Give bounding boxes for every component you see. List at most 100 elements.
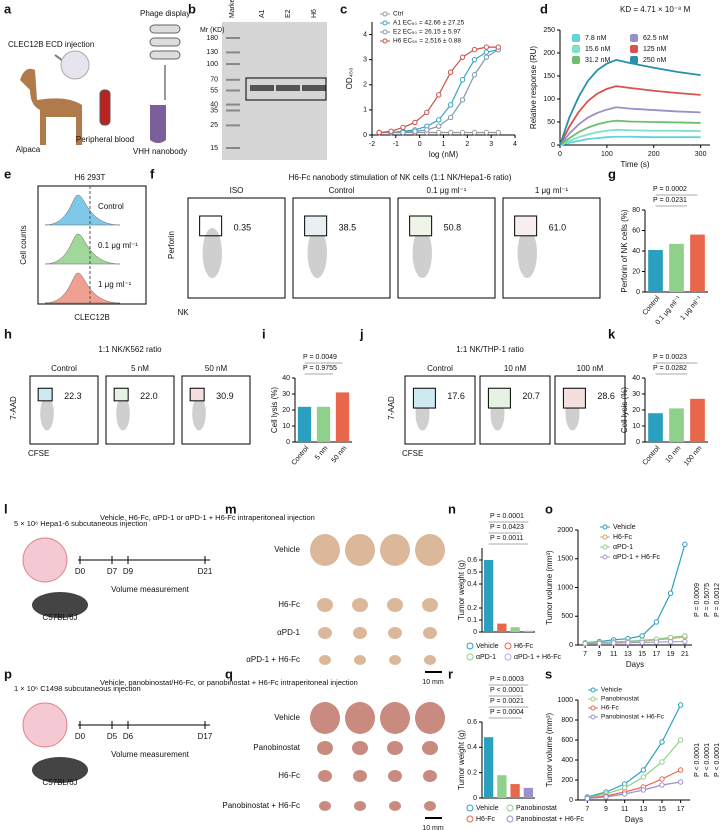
- y-axis-label: Tumor weight (g): [457, 730, 466, 791]
- legend-marker: [590, 705, 596, 711]
- x-tick-label: 11: [610, 651, 617, 658]
- x-tick-label: 17: [652, 651, 660, 658]
- condition-label: 0.1 μg ml⁻¹: [427, 186, 467, 195]
- lane-label: E2: [285, 9, 292, 18]
- p-value: P = 0.0009: [694, 583, 701, 617]
- x-tick-label: 1: [442, 141, 446, 148]
- x-tick-label: Control: [642, 445, 662, 467]
- panel-letter: b: [188, 1, 196, 16]
- p-value: P = 0.0012: [714, 583, 720, 617]
- marker-label: 40: [210, 101, 218, 108]
- data-point: [447, 102, 454, 108]
- panel-letter: p: [4, 666, 12, 681]
- data-point: [495, 129, 502, 136]
- tumor: [318, 627, 332, 639]
- legend-label: 62.5 nM: [643, 35, 668, 42]
- legend-label: 250 nM: [643, 57, 667, 64]
- tumor: [354, 655, 366, 665]
- band: [250, 85, 274, 91]
- legend-swatch: [572, 56, 580, 64]
- gate-value: 20.7: [522, 391, 540, 401]
- y-tick-label: 0: [551, 142, 555, 149]
- label: Volume measurement: [111, 750, 190, 759]
- label: Vehicle, panobinostat/H6-Fc, or panobino…: [100, 678, 358, 687]
- x-tick-label: 19: [667, 651, 675, 658]
- data-point: [582, 640, 588, 647]
- p-value: P < 0.0001: [694, 743, 701, 777]
- panel-letter: l: [4, 501, 8, 516]
- bar: [497, 775, 507, 798]
- day-label: D7: [107, 567, 118, 576]
- tumor: [319, 801, 331, 811]
- tumor: [353, 627, 367, 639]
- x-axis-label: CFSE: [402, 449, 423, 458]
- row-label: αPD-1 + H6-Fc: [246, 655, 300, 664]
- p-value: P = 0.0023: [653, 354, 687, 361]
- p-value: P = 0.0231: [653, 197, 687, 204]
- panel-letter: e: [4, 166, 11, 181]
- label: 1:1 NK/K562 ratio: [98, 345, 162, 354]
- lane-label: Marker: [229, 0, 236, 18]
- row-label: H6-Fc: [278, 600, 300, 609]
- y-tick-label: 100: [543, 96, 555, 103]
- legend-label: H6-Fc: [601, 705, 619, 712]
- y-tick-label: 0: [569, 642, 573, 649]
- tumor: [310, 534, 340, 566]
- data-point: [447, 129, 454, 136]
- row-label: Panobinostat + H6-Fc: [222, 801, 300, 810]
- y-tick-label: 0.1: [467, 617, 477, 624]
- y-tick-label: 0: [636, 439, 640, 446]
- x-tick-label: 17: [677, 806, 685, 813]
- row-label: Vehicle: [274, 545, 300, 554]
- legend-swatch: [630, 45, 638, 53]
- legend-label: αPD-1: [476, 654, 496, 661]
- row-label: 0.1 μg ml⁻¹: [98, 241, 138, 250]
- data-point: [659, 776, 665, 782]
- tumor: [345, 702, 375, 734]
- x-tick-label: 7: [585, 806, 589, 813]
- tumor: [352, 741, 368, 755]
- row-label: Panobinostat: [253, 743, 300, 752]
- x-tick-label: 2: [465, 141, 469, 148]
- x-tick-label: 13: [639, 806, 647, 813]
- plot-frame: [37, 185, 147, 305]
- data-point: [640, 774, 647, 780]
- legend-label: H6-Fc: [476, 816, 496, 823]
- legend-swatch: [506, 804, 514, 812]
- gate-value: 0.35: [234, 222, 252, 232]
- data-point: [388, 128, 394, 134]
- y-axis-label: Tumor volume (mm³): [545, 712, 554, 787]
- x-tick-label: Control: [291, 445, 311, 467]
- cell-cloud: [116, 396, 130, 431]
- gate: [409, 215, 433, 237]
- panel-letter: d: [540, 1, 548, 16]
- condition-label: 5 nM: [131, 364, 149, 373]
- data-point: [653, 619, 660, 625]
- marker-label: 130: [206, 49, 218, 56]
- data-point: [483, 129, 490, 136]
- legend-marker: [602, 524, 608, 530]
- tumor: [319, 655, 331, 665]
- p-value: P = 0.0004: [490, 709, 524, 716]
- y-axis-label: 7-AAD: [9, 396, 18, 420]
- y-tick-label: 0.5: [467, 569, 477, 576]
- p-value: P = 0.5075: [704, 583, 711, 617]
- x-tick-label: 9: [597, 651, 601, 658]
- tumor: [353, 770, 367, 782]
- y-tick-label: 150: [543, 73, 555, 80]
- tumor: [389, 801, 401, 811]
- bar: [523, 787, 534, 798]
- band: [276, 85, 300, 91]
- data-point: [667, 639, 674, 645]
- y-tick-label: 10: [632, 423, 640, 430]
- plot-frame: [292, 197, 391, 299]
- x-tick-label: 10 nm: [665, 445, 683, 465]
- tumor: [415, 702, 445, 734]
- y-tick-label: 20: [632, 268, 640, 275]
- gate: [562, 387, 586, 409]
- data-point: [459, 97, 466, 103]
- histogram: [44, 272, 121, 304]
- tumor: [310, 702, 340, 734]
- p-value: P < 0.0001: [704, 743, 711, 777]
- data-point: [621, 791, 628, 797]
